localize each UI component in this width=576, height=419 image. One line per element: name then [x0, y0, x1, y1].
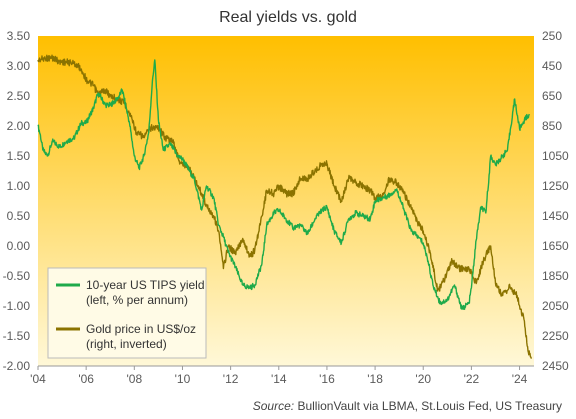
legend: 10-year US TIPS yield (left, % per annum… — [47, 267, 207, 359]
left-tick-label: 2.50 — [7, 89, 31, 103]
right-axis: 250 450 650 850 1050 1250 1450 1650 1850 2050 2250… — [542, 29, 569, 373]
x-tick-label: '06 — [78, 372, 94, 386]
right-tick-label: 2450 — [542, 359, 569, 373]
left-tick-label: -2.00 — [3, 359, 31, 373]
x-tick-label: '14 — [271, 372, 287, 386]
legend-sublabel-tips: (left, % per annum) — [86, 293, 188, 307]
legend-box — [47, 267, 207, 359]
chart-title: Real yields vs. gold — [219, 9, 357, 26]
left-axis: 3.50 3.00 2.50 2.00 1.50 1.00 0.50 0.00 -0.50 -1.… — [3, 29, 31, 373]
right-tick-label: 2250 — [542, 329, 569, 343]
x-tick-label: '16 — [319, 372, 335, 386]
right-tick-label: 850 — [542, 119, 562, 133]
left-tick-label: 1.50 — [7, 149, 31, 163]
left-tick-label: 0.00 — [7, 239, 31, 253]
source-label: Source: — [253, 399, 294, 413]
right-tick-label: 250 — [542, 29, 562, 43]
tips-yield-line — [37, 59, 530, 310]
gold-price-line — [37, 54, 533, 359]
left-tick-label: 1.00 — [7, 179, 31, 193]
right-tick-label: 1650 — [542, 239, 569, 253]
right-tick-label: 1250 — [542, 179, 569, 193]
left-tick-label: 2.00 — [7, 119, 31, 133]
x-tick-label: '04 — [30, 372, 46, 386]
left-tick-label: 3.00 — [7, 59, 31, 73]
x-tick-label: '12 — [223, 372, 239, 386]
x-axis: '04 '06 '08 '10 '12 '14 '16 '18 '20 '22 '24 — [30, 365, 534, 386]
series-layer — [37, 54, 533, 359]
x-tick-label: '22 — [464, 372, 480, 386]
left-tick-label: 3.50 — [7, 29, 31, 43]
right-tick-label: 450 — [542, 59, 562, 73]
right-tick-label: 1850 — [542, 269, 569, 283]
x-tick-label: '10 — [175, 372, 191, 386]
x-tick-label: '20 — [415, 372, 431, 386]
left-tick-label: -1.50 — [3, 329, 31, 343]
legend-sublabel-gold: (right, inverted) — [86, 337, 167, 351]
right-tick-label: 650 — [542, 89, 562, 103]
right-tick-label: 2050 — [542, 299, 569, 313]
left-tick-label: -0.50 — [3, 269, 31, 283]
left-tick-label: 0.50 — [7, 209, 31, 223]
x-tick-label: '18 — [367, 372, 383, 386]
legend-label-gold: Gold price in US$/oz — [86, 322, 196, 336]
right-tick-label: 1450 — [542, 209, 569, 223]
left-tick-label: -1.00 — [3, 299, 31, 313]
right-tick-label: 1050 — [542, 149, 569, 163]
x-tick-label: '08 — [126, 372, 142, 386]
legend-label-tips: 10-year US TIPS yield — [86, 278, 205, 292]
x-tick-label: '24 — [512, 372, 528, 386]
source-note: Source: BullionVault via LBMA, St.Louis … — [253, 399, 562, 413]
source-text: BullionVault via LBMA, St.Louis Fed, US … — [297, 399, 562, 413]
